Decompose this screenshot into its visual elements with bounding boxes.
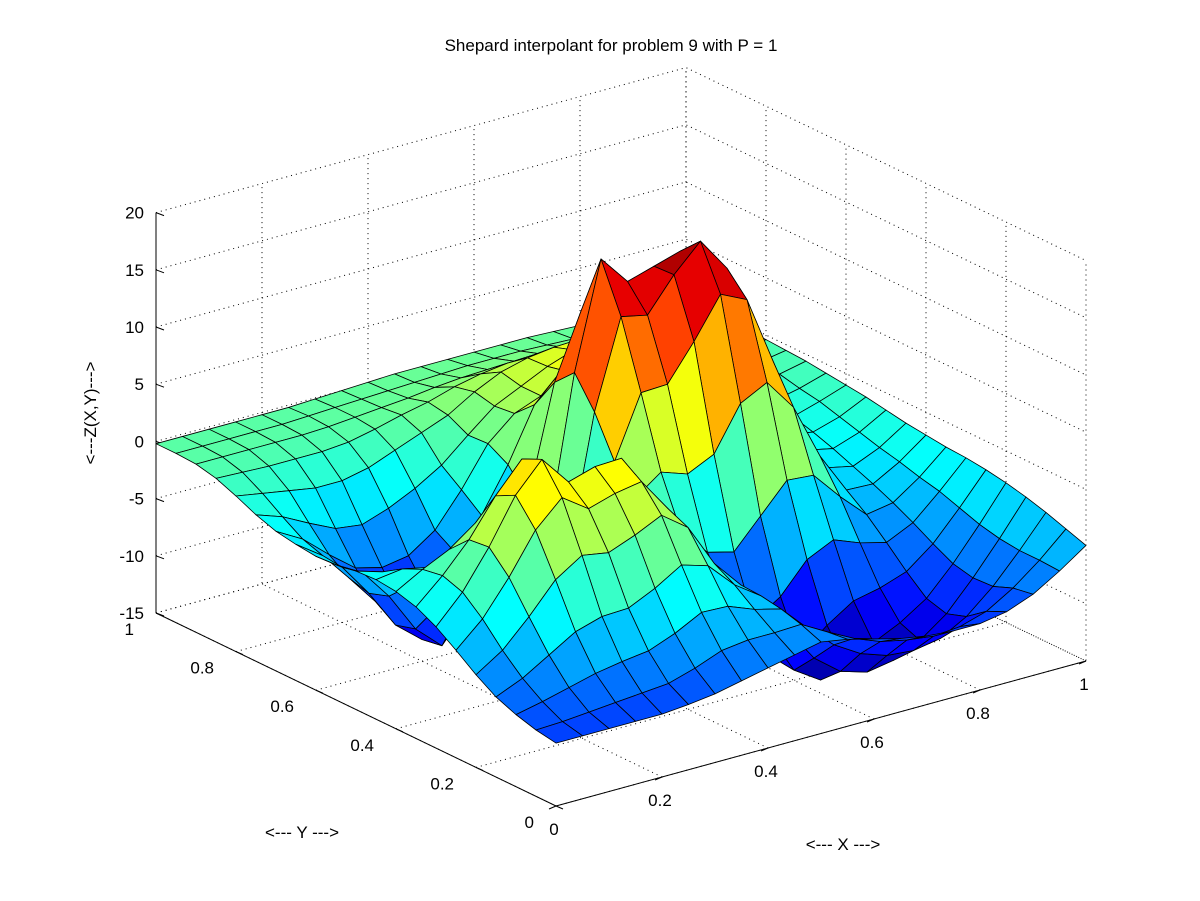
z-tick-label: 0	[135, 432, 144, 451]
y-tick-label: 0.8	[190, 659, 214, 678]
grid-line-z-3	[155, 295, 1087, 490]
x-tick-label: 0.4	[754, 762, 778, 781]
grid-line-z-7	[155, 67, 1087, 262]
z-tick-mark	[155, 269, 165, 274]
chart-title: Shepard interpolant for problem 9 with P…	[445, 36, 778, 55]
z-tick-label: 10	[125, 318, 144, 337]
grid-line-z-4	[155, 238, 1087, 433]
x-tick-mark	[866, 718, 875, 723]
z-tick-mark	[155, 498, 165, 503]
z-tick-label: -5	[129, 490, 144, 509]
x-tick-mark	[548, 805, 557, 810]
surface-mesh	[155, 240, 1087, 744]
x-tick-mark	[972, 689, 981, 694]
x-axis-title: <--- X --->	[806, 835, 881, 854]
y-tick-label: 0.6	[270, 697, 294, 716]
x-tick-mark	[654, 776, 663, 781]
axes-lines	[155, 212, 1087, 810]
grid-line-z-6	[155, 124, 1087, 319]
z-tick-label: -15	[119, 604, 144, 623]
y-tick-mark	[395, 728, 404, 733]
x-tick-label: 0.2	[648, 791, 672, 810]
z-tick-mark	[155, 212, 165, 217]
x-axis-line	[555, 660, 1087, 807]
y-tick-mark	[235, 651, 244, 656]
z-tick-label: -10	[119, 547, 144, 566]
x-tick-label: 0.8	[966, 704, 990, 723]
y-tick-label: 1	[125, 620, 134, 639]
y-tick-mark	[475, 766, 484, 771]
surface-cell	[535, 721, 583, 744]
z-tick-label: 20	[125, 204, 144, 223]
z-tick-mark	[155, 383, 165, 388]
y-axis-title: <--- Y --->	[265, 823, 339, 842]
z-tick-mark	[155, 612, 165, 617]
y-axis-line	[155, 612, 557, 807]
x-tick-mark	[1078, 660, 1087, 665]
y-tick-label: 0.4	[350, 736, 374, 755]
y-tick-label: 0.2	[430, 774, 454, 793]
z-tick-mark	[155, 555, 165, 560]
x-tick-label: 0	[549, 820, 558, 839]
z-tick-mark	[155, 326, 165, 331]
z-tick-label: 15	[125, 261, 144, 280]
y-tick-mark	[555, 805, 564, 810]
x-tick-label: 0.6	[860, 733, 884, 752]
x-tick-label: 1	[1079, 675, 1088, 694]
y-tick-label: 0	[525, 813, 534, 832]
z-axis-title: <---Z(X,Y)--->	[81, 361, 100, 464]
z-tick-label: 5	[135, 375, 144, 394]
x-tick-mark	[760, 747, 769, 752]
y-tick-mark	[315, 689, 324, 694]
tick-labels: 00.20.40.60.8100.20.40.60.81-15-10-50510…	[119, 204, 1088, 839]
grid-line-z-5	[155, 181, 1087, 376]
